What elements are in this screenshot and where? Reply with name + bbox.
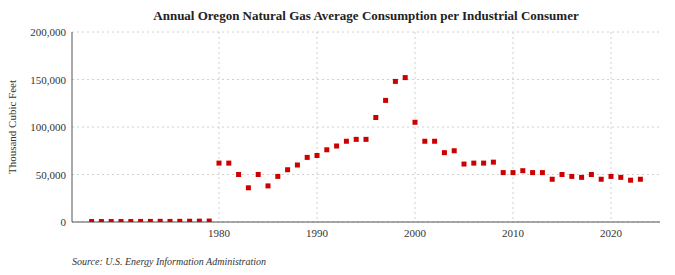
y-tick-label: 50,000 bbox=[36, 169, 67, 181]
point bbox=[530, 170, 535, 175]
grid-line-x bbox=[317, 32, 318, 222]
point bbox=[256, 172, 261, 177]
point bbox=[442, 150, 447, 155]
point bbox=[618, 175, 623, 180]
point bbox=[373, 115, 378, 120]
grid-line-x bbox=[219, 32, 220, 222]
point bbox=[187, 219, 192, 222]
point bbox=[540, 170, 545, 175]
ticks: 0 50,000 100,000 150,000 200,000 1980 1990 2000… bbox=[30, 26, 622, 239]
point bbox=[452, 148, 457, 153]
grid-line-y bbox=[72, 79, 660, 80]
point bbox=[148, 219, 153, 222]
point bbox=[589, 172, 594, 177]
title: Annual Oregon Natural Gas Average Consum… bbox=[153, 8, 579, 23]
point bbox=[89, 219, 94, 222]
point bbox=[569, 174, 574, 179]
point bbox=[217, 161, 222, 166]
point bbox=[177, 219, 182, 222]
point bbox=[364, 137, 369, 142]
background bbox=[0, 0, 675, 275]
point bbox=[109, 219, 114, 222]
x-tick-label: 2000 bbox=[404, 227, 427, 239]
y-tick-label: 0 bbox=[61, 216, 67, 228]
points bbox=[89, 75, 643, 222]
y-axis-line bbox=[72, 32, 73, 222]
point bbox=[158, 219, 163, 222]
point bbox=[315, 153, 320, 158]
point bbox=[520, 168, 525, 173]
point bbox=[413, 120, 418, 125]
x-tick-label: 1980 bbox=[208, 227, 231, 239]
point bbox=[403, 75, 408, 80]
point bbox=[138, 219, 143, 222]
point bbox=[236, 172, 241, 177]
point bbox=[226, 161, 231, 166]
point bbox=[275, 174, 280, 179]
point bbox=[119, 219, 124, 222]
point bbox=[207, 219, 212, 222]
point bbox=[560, 172, 565, 177]
point bbox=[324, 147, 329, 152]
point bbox=[295, 163, 300, 168]
point bbox=[422, 139, 427, 144]
grid-line-x bbox=[415, 32, 416, 222]
point bbox=[471, 161, 476, 166]
point bbox=[511, 170, 516, 175]
point bbox=[168, 219, 173, 222]
point bbox=[550, 177, 555, 182]
source-note: Source: U.S. Energy Information Administ… bbox=[72, 256, 266, 267]
x-tick-label: 2010 bbox=[502, 227, 525, 239]
grid-line-y bbox=[72, 32, 660, 33]
grid bbox=[72, 32, 660, 222]
chart: 0 50,000 100,000 150,000 200,000 1980 1990 2000… bbox=[0, 0, 675, 275]
point bbox=[344, 139, 349, 144]
point bbox=[638, 177, 643, 182]
point bbox=[491, 160, 496, 165]
y-tick-label: 100,000 bbox=[30, 121, 66, 133]
grid-line-x bbox=[513, 32, 514, 222]
point bbox=[354, 137, 359, 142]
point bbox=[393, 79, 398, 84]
point bbox=[432, 139, 437, 144]
y-tick-label: 150,000 bbox=[30, 74, 66, 86]
point bbox=[266, 183, 271, 188]
point bbox=[197, 219, 202, 222]
point bbox=[501, 170, 506, 175]
point bbox=[579, 175, 584, 180]
point bbox=[334, 144, 339, 149]
y-axis-label: Thousand Cubic Feet bbox=[6, 80, 18, 174]
grid-line-x bbox=[611, 32, 612, 222]
y-tick-label: 200,000 bbox=[30, 26, 66, 38]
point bbox=[246, 185, 251, 190]
point bbox=[609, 174, 614, 179]
point bbox=[305, 155, 310, 160]
point bbox=[128, 219, 133, 222]
grid-line-y bbox=[72, 127, 660, 128]
point bbox=[599, 177, 604, 182]
point bbox=[383, 98, 388, 103]
x-tick-label: 2020 bbox=[600, 227, 623, 239]
point bbox=[628, 178, 633, 183]
x-tick-label: 1990 bbox=[306, 227, 329, 239]
point bbox=[99, 219, 104, 222]
point bbox=[462, 162, 467, 167]
point bbox=[285, 167, 290, 172]
point bbox=[481, 161, 486, 166]
